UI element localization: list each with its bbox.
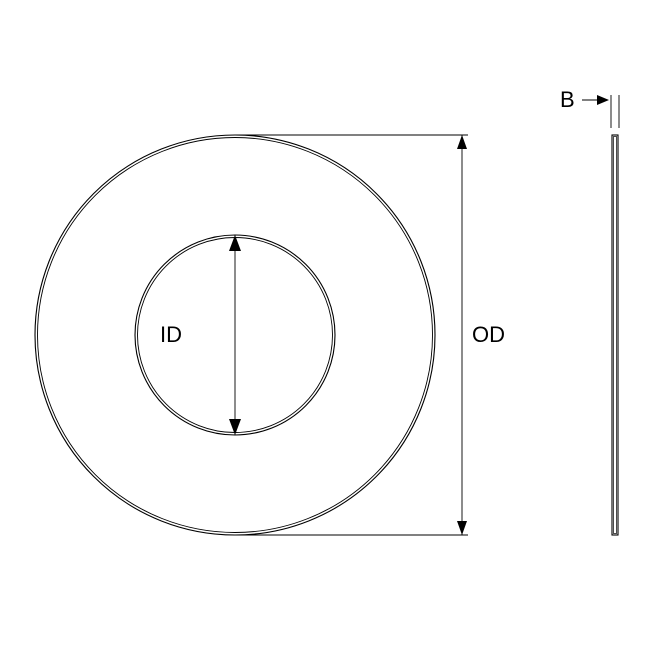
dimension-id: ID [160,235,241,435]
side-view [612,135,618,535]
dimension-od: OD [235,135,505,535]
b-label: B [560,87,575,112]
washer-dimensional-diagram: OD ID B [0,0,670,670]
side-outline-inner [614,137,617,534]
od-label: OD [472,322,505,347]
side-outline-outer [612,135,618,535]
id-label: ID [160,322,182,347]
dimension-b: B [560,87,619,128]
